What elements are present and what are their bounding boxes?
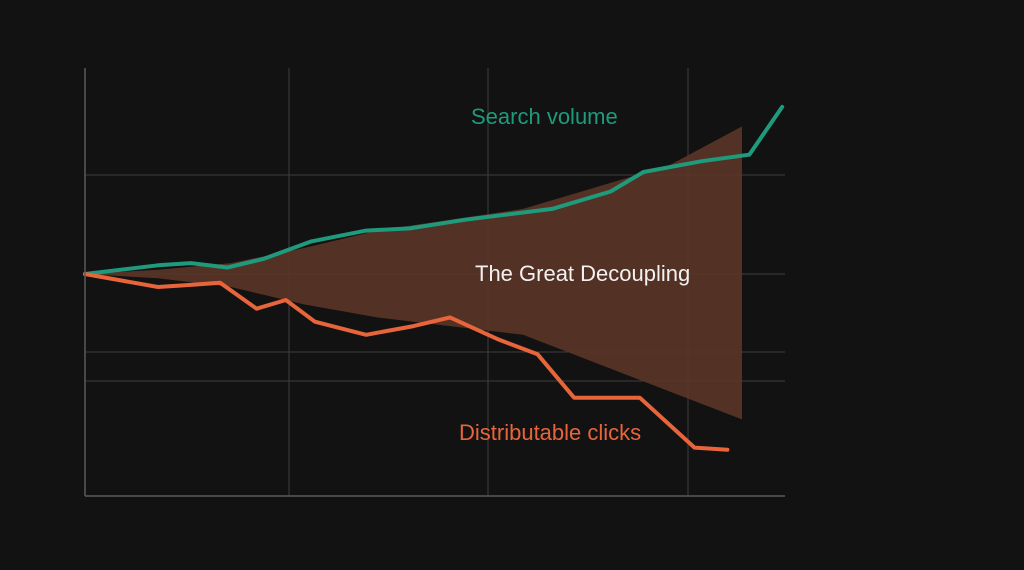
series-lines [83, 104, 785, 452]
distributable-clicks-line [83, 272, 730, 452]
annotation-labels: Search volume The Great Decoupling Distr… [459, 104, 690, 445]
axes [84, 68, 785, 497]
search-volume-line [83, 104, 785, 276]
distributable-clicks-label: Distributable clicks [459, 420, 641, 445]
great-decoupling-label: The Great Decoupling [475, 261, 690, 286]
search-volume-label: Search volume [471, 104, 618, 129]
